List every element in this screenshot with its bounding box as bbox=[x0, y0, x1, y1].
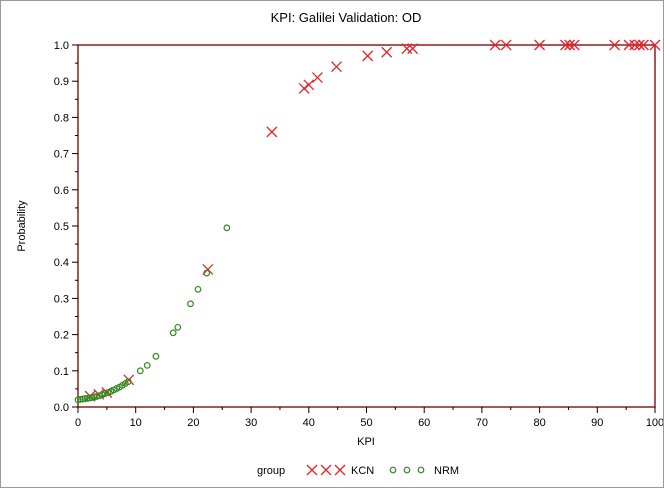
data-point-nrm bbox=[152, 352, 160, 360]
y-tick-label: 1.0 bbox=[54, 40, 69, 52]
legend-kcn-x-icon bbox=[306, 464, 318, 476]
x-stroke bbox=[298, 82, 310, 94]
data-point-nrm bbox=[143, 361, 151, 369]
y-axis: 0.0 0.1 0.2 0.3 0.4 0.5 0.6 0.7 0.8 0.9 1.0 bbox=[54, 40, 78, 414]
legend-entry-nrm: NRM bbox=[389, 465, 459, 477]
x-stroke bbox=[629, 39, 641, 51]
data-point-nrm bbox=[187, 300, 194, 308]
y-tick-label: 0.5 bbox=[54, 221, 69, 233]
data-point-nrm bbox=[93, 393, 100, 400]
x-tick-label: 0 bbox=[75, 417, 81, 429]
legend-kcn-x-icon bbox=[320, 464, 332, 476]
data-point-nrm bbox=[194, 285, 202, 293]
data-point-kcn bbox=[298, 82, 310, 94]
legend: group KCN NRM bbox=[257, 464, 459, 477]
y-tick-label: 0.6 bbox=[54, 185, 69, 197]
x-stroke bbox=[407, 43, 419, 55]
x-tick-label: 40 bbox=[303, 417, 315, 429]
legend-nrm-circle-icon bbox=[389, 466, 397, 474]
legend-nrm-circle-icon bbox=[417, 466, 425, 474]
x-stroke bbox=[202, 263, 214, 275]
data-point-kcn bbox=[381, 46, 393, 58]
plot-area bbox=[77, 44, 656, 408]
legend-nrm-circle-icon bbox=[403, 466, 411, 474]
x-stroke bbox=[362, 50, 374, 62]
x-tick-label: 100 bbox=[646, 417, 663, 429]
x-stroke bbox=[560, 39, 572, 51]
y-tick-label: 0.3 bbox=[54, 293, 69, 305]
x-stroke bbox=[306, 464, 318, 476]
x-stroke bbox=[334, 464, 346, 476]
legend-label-nrm: NRM bbox=[434, 465, 459, 477]
data-point-kcn bbox=[568, 39, 580, 51]
x-stroke bbox=[609, 39, 621, 51]
data-point-nrm bbox=[136, 367, 144, 375]
data-point-kcn bbox=[629, 39, 641, 51]
y-axis-label: Probability bbox=[16, 200, 28, 252]
x-stroke bbox=[564, 39, 576, 51]
x-tick-label: 70 bbox=[476, 417, 488, 429]
legend-kcn-x-icon bbox=[334, 464, 346, 476]
data-markers bbox=[74, 39, 661, 404]
chart-title: KPI: Galilei Validation: OD bbox=[271, 10, 422, 25]
x-stroke bbox=[381, 46, 393, 58]
data-point-kcn bbox=[649, 39, 661, 51]
x-axis: 0 10 20 30 40 50 60 70 80 90 100 bbox=[75, 407, 663, 429]
x-stroke bbox=[489, 39, 501, 51]
legend-kcn-x-icons bbox=[306, 464, 346, 476]
y-tick-label: 0.2 bbox=[54, 330, 69, 342]
x-tick-label: 50 bbox=[360, 417, 372, 429]
x-stroke bbox=[266, 126, 278, 138]
data-point-kcn bbox=[609, 39, 621, 51]
x-tick-label: 10 bbox=[130, 417, 142, 429]
data-point-nrm bbox=[203, 269, 211, 277]
x-stroke bbox=[534, 39, 546, 51]
data-point-nrm bbox=[124, 378, 132, 386]
x-tick-label: 20 bbox=[187, 417, 199, 429]
data-point-kcn bbox=[564, 39, 576, 51]
data-point-nrm bbox=[223, 224, 231, 232]
y-tick-label: 0.1 bbox=[54, 366, 69, 378]
legend-label-kcn: KCN bbox=[351, 465, 374, 477]
data-point-nrm bbox=[174, 323, 182, 331]
x-stroke bbox=[311, 72, 323, 84]
x-stroke bbox=[331, 61, 342, 73]
x-tick-label: 30 bbox=[245, 417, 257, 429]
legend-title: group bbox=[257, 465, 285, 477]
y-tick-label: 0.4 bbox=[54, 257, 69, 269]
data-point-kcn bbox=[331, 61, 342, 73]
legend-nrm-circle-icons bbox=[389, 466, 425, 474]
data-point-kcn bbox=[534, 39, 546, 51]
x-stroke bbox=[500, 39, 512, 51]
y-tick-label: 0.9 bbox=[54, 76, 69, 88]
data-point-kcn bbox=[633, 39, 645, 51]
legend-entry-kcn: KCN bbox=[306, 464, 374, 477]
data-point-kcn bbox=[202, 263, 214, 275]
x-stroke bbox=[633, 39, 645, 51]
data-point-kcn bbox=[560, 39, 572, 51]
data-point-kcn bbox=[500, 39, 512, 51]
data-point-kcn bbox=[407, 43, 419, 55]
x-tick-label: 60 bbox=[418, 417, 430, 429]
x-tick-label: 90 bbox=[591, 417, 603, 429]
x-axis-label: KPI bbox=[357, 436, 375, 448]
x-stroke bbox=[320, 464, 332, 476]
data-point-kcn bbox=[489, 39, 501, 51]
data-point-kcn bbox=[266, 126, 278, 138]
x-tick-label: 80 bbox=[533, 417, 545, 429]
data-point-kcn bbox=[311, 72, 323, 84]
data-point-nrm bbox=[169, 329, 177, 337]
x-stroke bbox=[303, 79, 315, 91]
data-point-kcn bbox=[362, 50, 374, 62]
x-stroke bbox=[638, 39, 649, 51]
y-tick-label: 0.7 bbox=[54, 149, 69, 161]
y-tick-label: 0.8 bbox=[54, 112, 69, 124]
x-stroke bbox=[568, 39, 580, 51]
x-stroke bbox=[649, 39, 661, 51]
y-tick-label: 0.0 bbox=[54, 402, 69, 414]
data-point-kcn bbox=[303, 79, 315, 91]
data-point-kcn bbox=[638, 39, 649, 51]
